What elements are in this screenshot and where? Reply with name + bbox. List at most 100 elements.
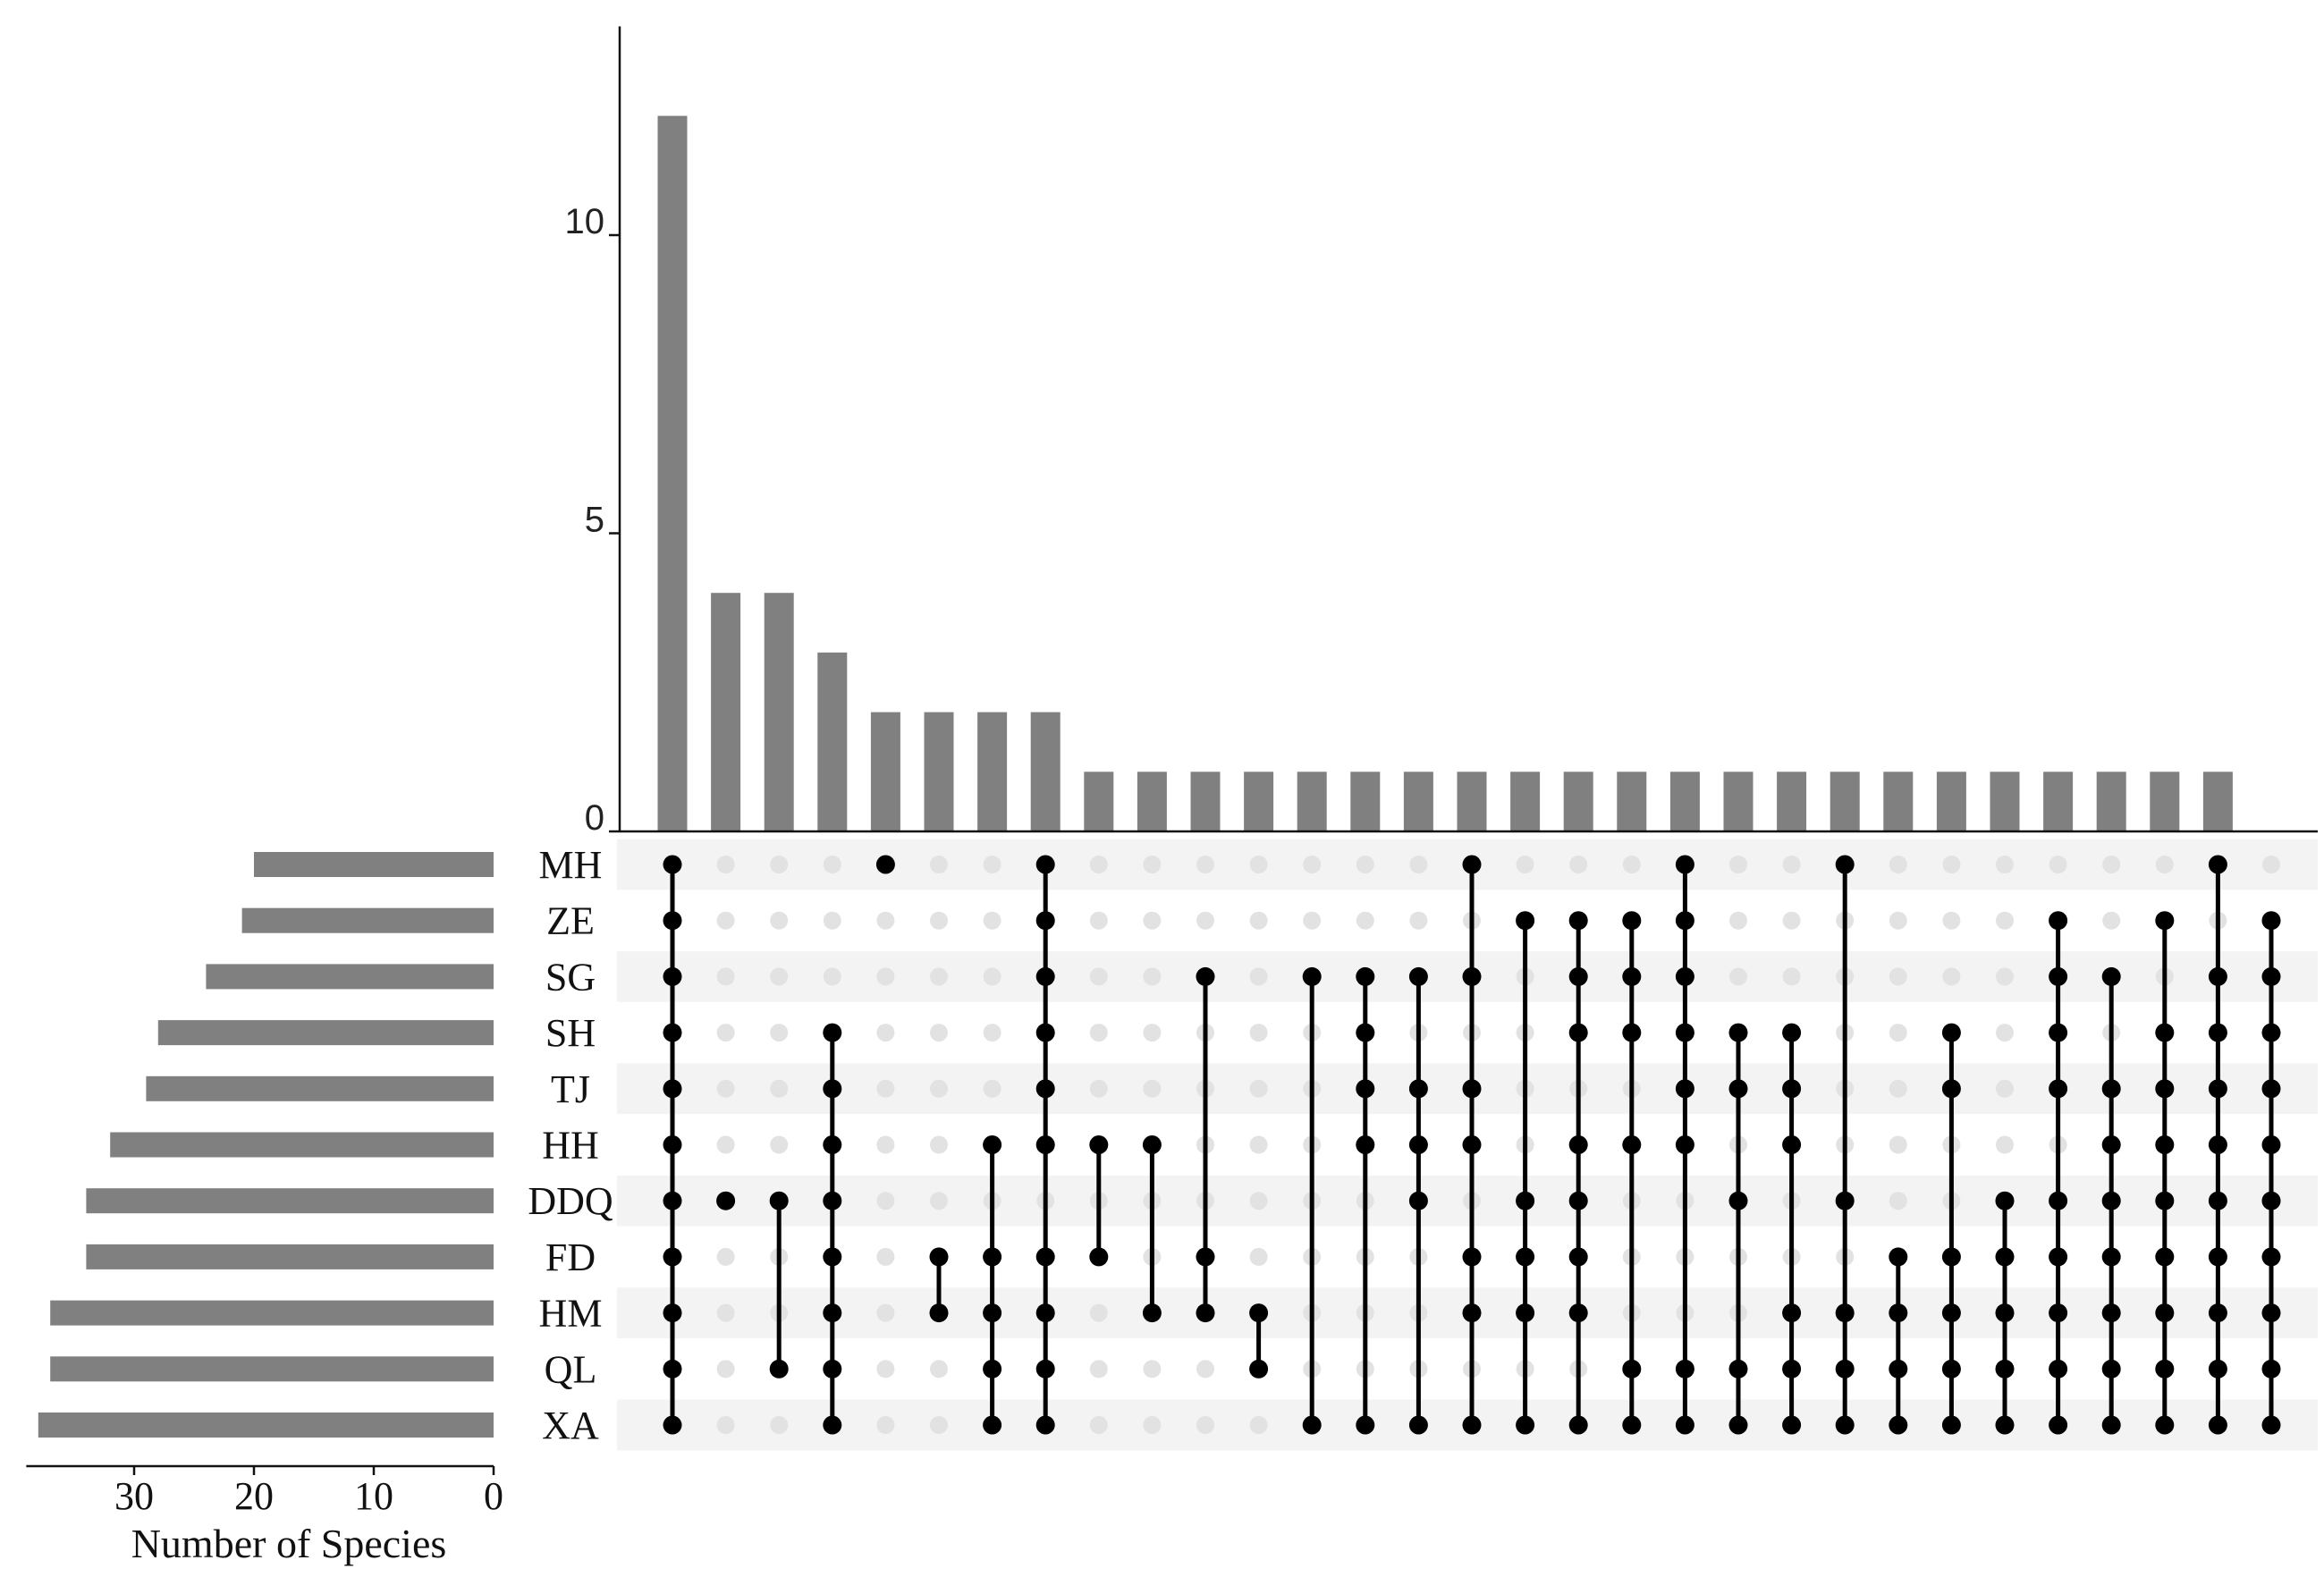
matrix-dot-active xyxy=(1196,1247,1215,1267)
intersection-bar xyxy=(1350,772,1381,831)
matrix-dot-inactive xyxy=(1729,967,1747,986)
matrix-dot-inactive xyxy=(716,967,735,986)
set-size-bar xyxy=(38,1413,494,1438)
matrix-dot-active xyxy=(1675,1023,1694,1042)
set-label: FD xyxy=(545,1235,596,1279)
matrix-dot-active xyxy=(2155,1079,2175,1099)
matrix-dot-inactive xyxy=(1409,856,1428,873)
matrix-dot-inactive xyxy=(770,1135,789,1154)
matrix-dot-active xyxy=(1995,1415,2015,1435)
matrix-dot-inactive xyxy=(1249,1192,1268,1210)
intersection-bar xyxy=(1669,772,1700,831)
matrix-dot-inactive xyxy=(1143,967,1162,986)
set-size-x-tick-label: 20 xyxy=(234,1474,274,1518)
matrix-dot-inactive xyxy=(1409,911,1428,930)
intersection-bar xyxy=(764,593,794,831)
matrix-dot-active xyxy=(1408,1079,1428,1099)
set-label: HM xyxy=(539,1292,603,1336)
set-label: TJ xyxy=(551,1067,590,1111)
matrix-dot-active xyxy=(1196,1303,1215,1323)
matrix-dot-inactive xyxy=(823,911,841,930)
matrix-dot-inactive xyxy=(1996,967,2014,986)
matrix-dot-active xyxy=(929,1247,949,1267)
matrix-dot-active xyxy=(1462,855,1482,874)
set-size-axis-title: Number of Species xyxy=(131,1521,447,1566)
matrix-dot-inactive xyxy=(876,1024,895,1042)
matrix-dot-active xyxy=(823,1415,842,1435)
matrix-dot-active xyxy=(2101,1359,2121,1379)
axes: 0 5 10 30 20 10 0 xyxy=(26,26,2318,1518)
intersection-bar xyxy=(1936,772,1966,831)
matrix-dot-active xyxy=(823,1359,842,1379)
matrix-dot-active xyxy=(1356,1079,1375,1099)
intersection-bar xyxy=(711,593,741,831)
intersection-bar xyxy=(924,712,954,831)
matrix-dot-active xyxy=(663,1303,682,1323)
matrix-dot-inactive xyxy=(876,1360,895,1379)
matrix-dot-inactive xyxy=(1569,856,1588,873)
matrix-dot-active xyxy=(1995,1191,2015,1210)
matrix-dot-active xyxy=(1889,1415,1908,1435)
intersection-bar xyxy=(1244,772,1274,831)
matrix-dot-active xyxy=(1782,1079,1802,1099)
set-size-bar xyxy=(146,1075,494,1101)
matrix-dot-inactive xyxy=(2102,856,2121,873)
matrix-dot-active xyxy=(1941,1303,1961,1323)
matrix-dot-inactive xyxy=(1143,1079,1162,1098)
matrix-dot-active xyxy=(2261,1135,2281,1154)
set-label: MH xyxy=(539,843,603,887)
matrix-dot-active xyxy=(1516,1415,1535,1435)
matrix-dot-inactive xyxy=(1143,1360,1162,1379)
matrix-dot-inactive xyxy=(1196,856,1214,873)
matrix-dot-inactive xyxy=(1089,1303,1108,1322)
matrix-dot-active xyxy=(769,1191,789,1210)
set-size-bar xyxy=(86,1244,494,1269)
intersection-bar xyxy=(1883,772,1914,831)
matrix-dot-active xyxy=(1356,1135,1375,1154)
matrix-dot-active xyxy=(1356,1415,1375,1435)
matrix-dot-active xyxy=(1035,1023,1055,1042)
matrix-dot-inactive xyxy=(1889,967,1907,986)
matrix-dot-active xyxy=(1941,1359,1961,1379)
matrix-dot-inactive xyxy=(1889,1079,1907,1098)
intersection-y-tick-label: 5 xyxy=(585,501,604,540)
matrix-dot-active xyxy=(1035,966,1055,986)
matrix-dot-inactive xyxy=(823,856,841,873)
set-size-bar xyxy=(254,852,494,877)
intersection-bar xyxy=(817,652,848,831)
matrix-dot-inactive xyxy=(1889,1024,1907,1042)
matrix-dot-active xyxy=(2261,1415,2281,1435)
matrix-dot-active xyxy=(2155,1303,2175,1323)
matrix-dot-active xyxy=(983,1359,1002,1379)
matrix-dot-inactive xyxy=(1143,1416,1162,1434)
matrix-dot-active xyxy=(2049,1415,2068,1435)
matrix-dot-inactive xyxy=(1889,1192,1907,1210)
matrix-dot-active xyxy=(1408,966,1428,986)
intersection-bar xyxy=(1830,772,1860,831)
matrix-dot-active xyxy=(2101,1191,2121,1210)
matrix-dot-active xyxy=(1622,1359,1642,1379)
matrix-active-dots xyxy=(663,855,2281,1435)
matrix-dot-active xyxy=(2208,1415,2227,1435)
intersection-y-tick-label: 0 xyxy=(585,798,604,838)
matrix-dot-active xyxy=(1675,1359,1694,1379)
matrix-dot-inactive xyxy=(1889,911,1907,930)
matrix-dot-inactive xyxy=(1089,1024,1108,1042)
matrix-dot-active xyxy=(2261,1359,2281,1379)
matrix-dot-inactive xyxy=(1356,856,1374,873)
matrix-dot-active xyxy=(2101,1247,2121,1267)
matrix-dot-inactive xyxy=(1196,1416,1214,1434)
matrix-dot-active xyxy=(875,855,895,874)
matrix-dot-active xyxy=(823,1191,842,1210)
matrix-dot-active xyxy=(1835,1303,1855,1323)
matrix-dot-active xyxy=(2101,1079,2121,1099)
matrix-dot-active xyxy=(1675,1079,1694,1099)
matrix-dot-active xyxy=(2049,1191,2068,1210)
matrix-dot-active xyxy=(2208,855,2227,874)
set-size-bar xyxy=(86,1188,494,1214)
intersection-bar xyxy=(2150,772,2180,831)
intersection-bar xyxy=(1723,772,1754,831)
matrix-dot-active xyxy=(2155,1247,2175,1267)
matrix-dot-active xyxy=(2208,1079,2227,1099)
